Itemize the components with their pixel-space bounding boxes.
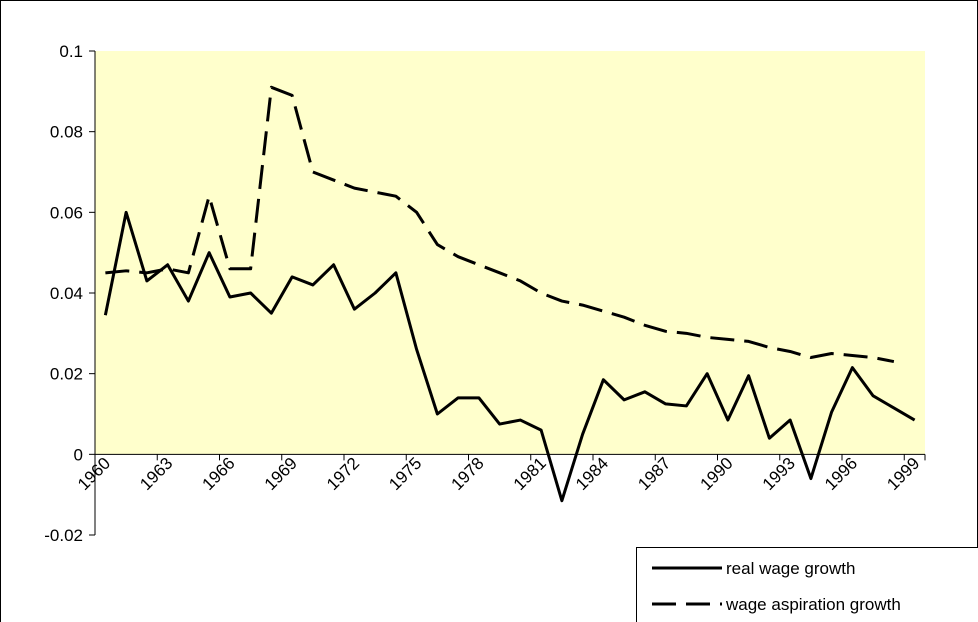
y-tick-label: 0.1 <box>59 42 83 61</box>
legend-label: wage aspiration growth <box>725 595 901 614</box>
legend: real wage growth wage aspiration growth <box>636 547 978 622</box>
y-tick-label: 0.04 <box>50 284 83 303</box>
y-tick-label: 0.08 <box>50 123 83 142</box>
legend-box <box>636 547 978 622</box>
y-tick-label: -0.02 <box>44 526 83 545</box>
plot-background <box>95 51 925 455</box>
y-tick-label: 0.02 <box>50 365 83 384</box>
series-line <box>105 85 895 364</box>
y-tick-label: 0 <box>74 445 83 464</box>
legend-label: real wage growth <box>726 559 855 578</box>
y-tick-label: 0.06 <box>50 203 83 222</box>
series-line <box>103 210 916 503</box>
